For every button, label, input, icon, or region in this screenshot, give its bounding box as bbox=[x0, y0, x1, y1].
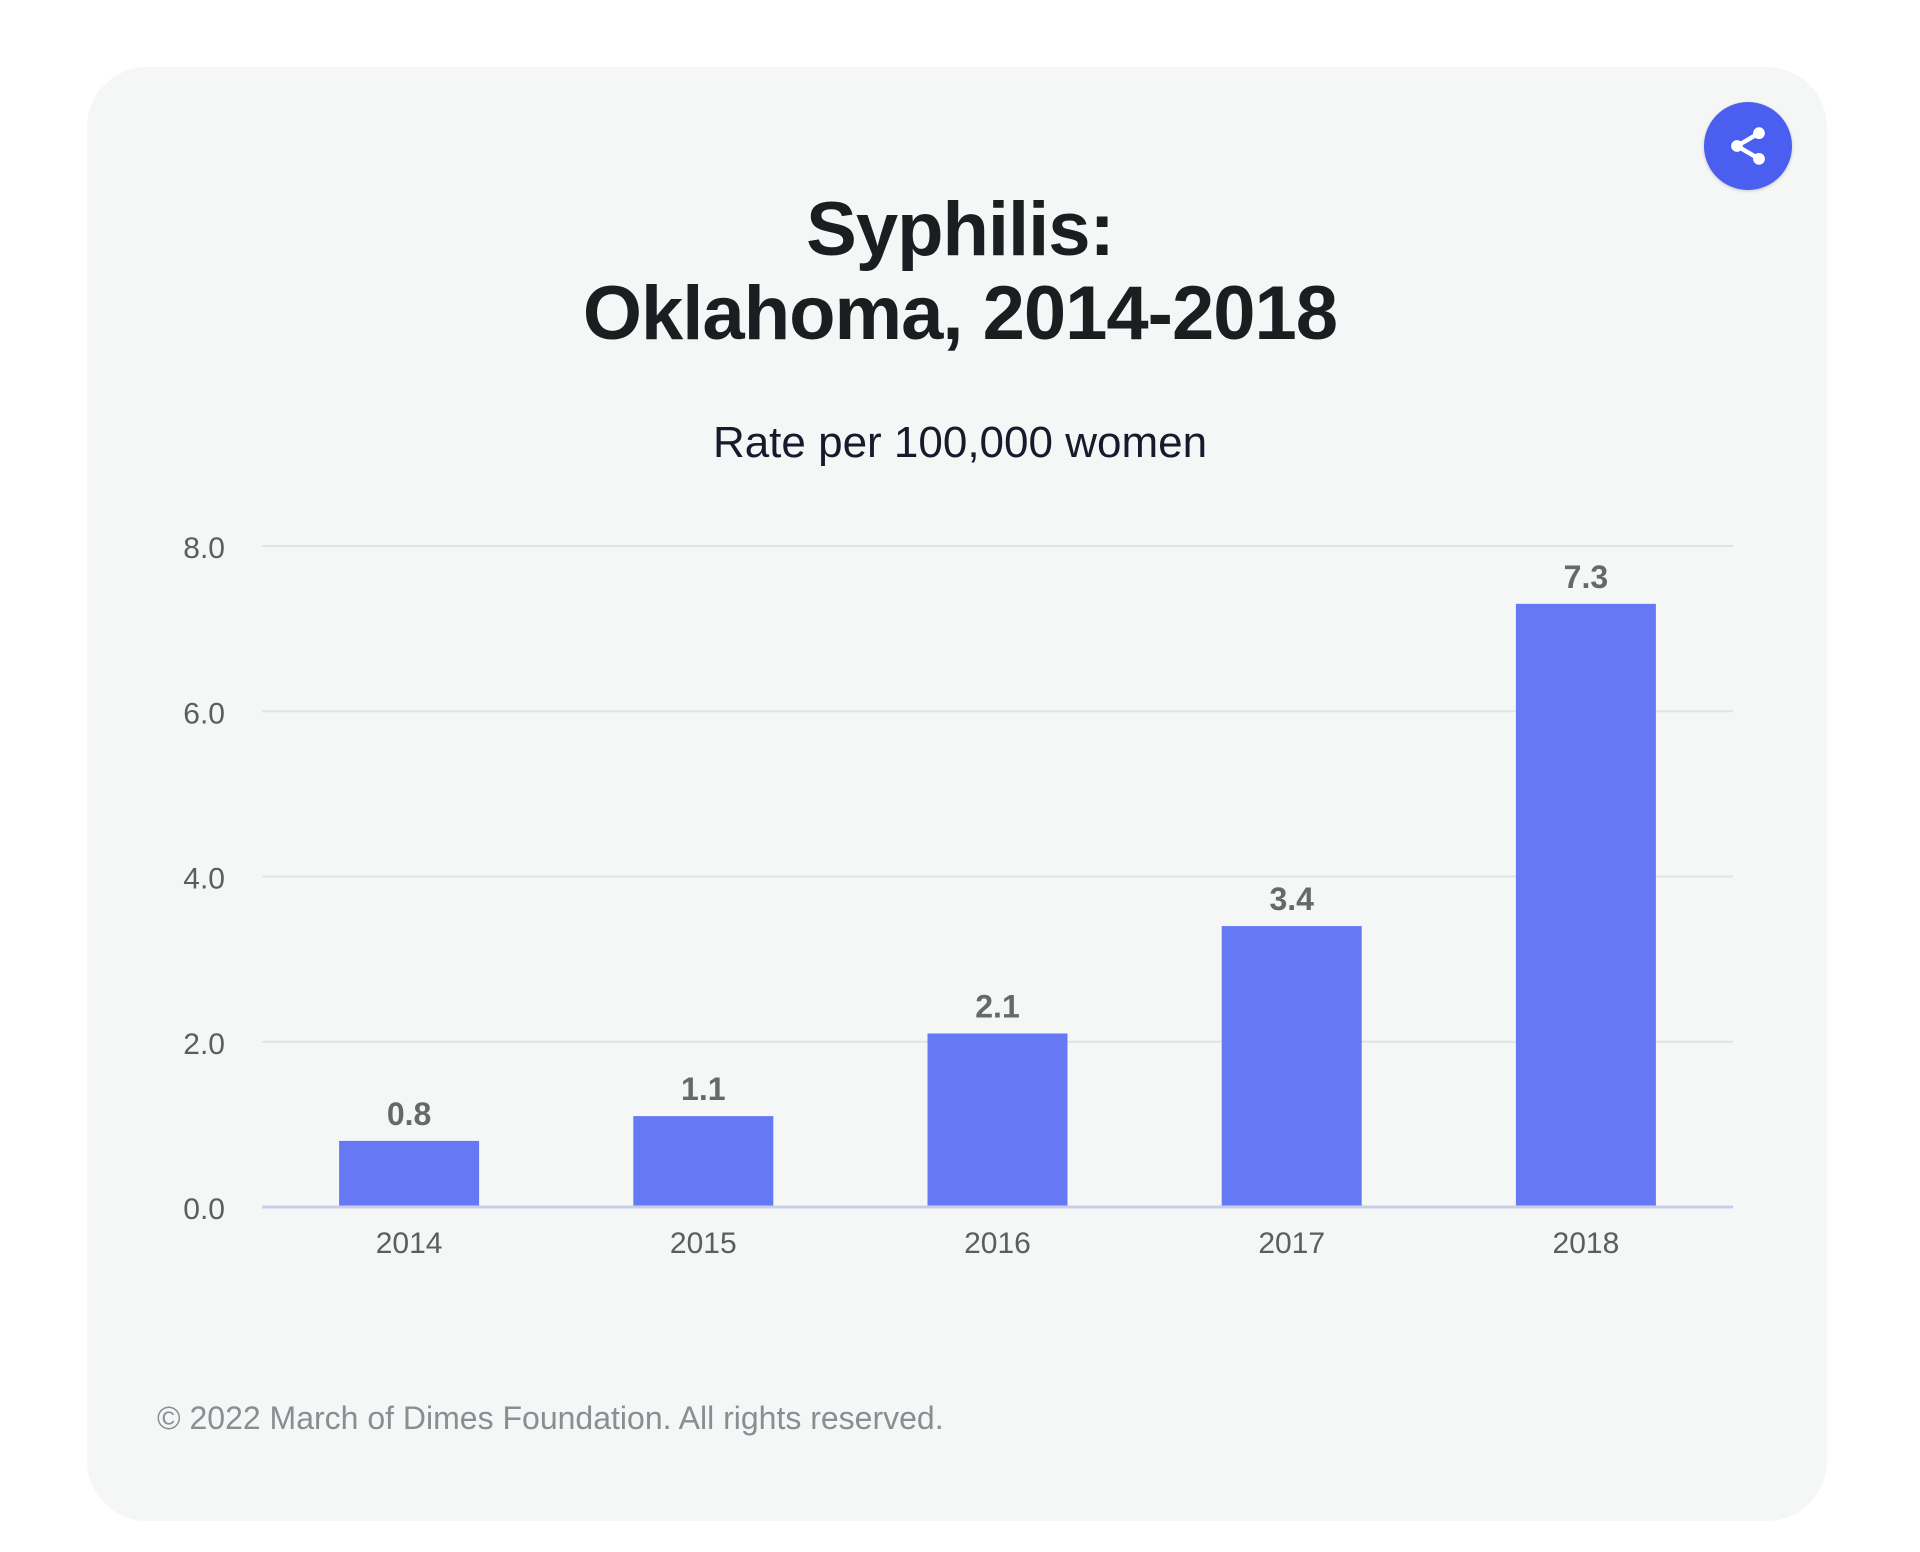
share-button[interactable] bbox=[1704, 102, 1792, 190]
copyright-footer: © 2022 March of Dimes Foundation. All ri… bbox=[157, 1400, 944, 1436]
data-label: 0.8 bbox=[387, 1096, 431, 1132]
bar bbox=[339, 1140, 480, 1206]
x-tick-label: 2015 bbox=[670, 1227, 737, 1260]
y-tick-label: 2.0 bbox=[183, 1028, 225, 1061]
data-label: 1.1 bbox=[681, 1071, 725, 1107]
y-tick-label: 4.0 bbox=[183, 863, 225, 896]
y-tick-label: 0.0 bbox=[183, 1193, 225, 1226]
x-tick-label: 2018 bbox=[1553, 1227, 1620, 1260]
chart-title: Syphilis: Oklahoma, 2014-2018 bbox=[0, 188, 1920, 356]
x-tick-label: 2014 bbox=[376, 1227, 443, 1260]
data-label: 2.1 bbox=[975, 988, 1019, 1024]
bar bbox=[927, 1033, 1068, 1206]
y-tick-label: 8.0 bbox=[183, 532, 225, 565]
x-tick-label: 2017 bbox=[1258, 1227, 1325, 1260]
share-icon bbox=[1731, 127, 1765, 165]
bar bbox=[1515, 603, 1656, 1206]
bar bbox=[1221, 926, 1362, 1206]
data-label: 7.3 bbox=[1564, 559, 1608, 595]
bar bbox=[633, 1116, 774, 1206]
chart-subtitle: Rate per 100,000 women bbox=[712, 418, 1208, 467]
y-tick-label: 6.0 bbox=[183, 697, 225, 730]
data-label: 3.4 bbox=[1269, 881, 1314, 917]
x-tick-label: 2016 bbox=[964, 1227, 1031, 1260]
title-line-2: Oklahoma, 2014-2018 bbox=[582, 271, 1338, 356]
title-line-1: Syphilis: bbox=[806, 187, 1115, 272]
